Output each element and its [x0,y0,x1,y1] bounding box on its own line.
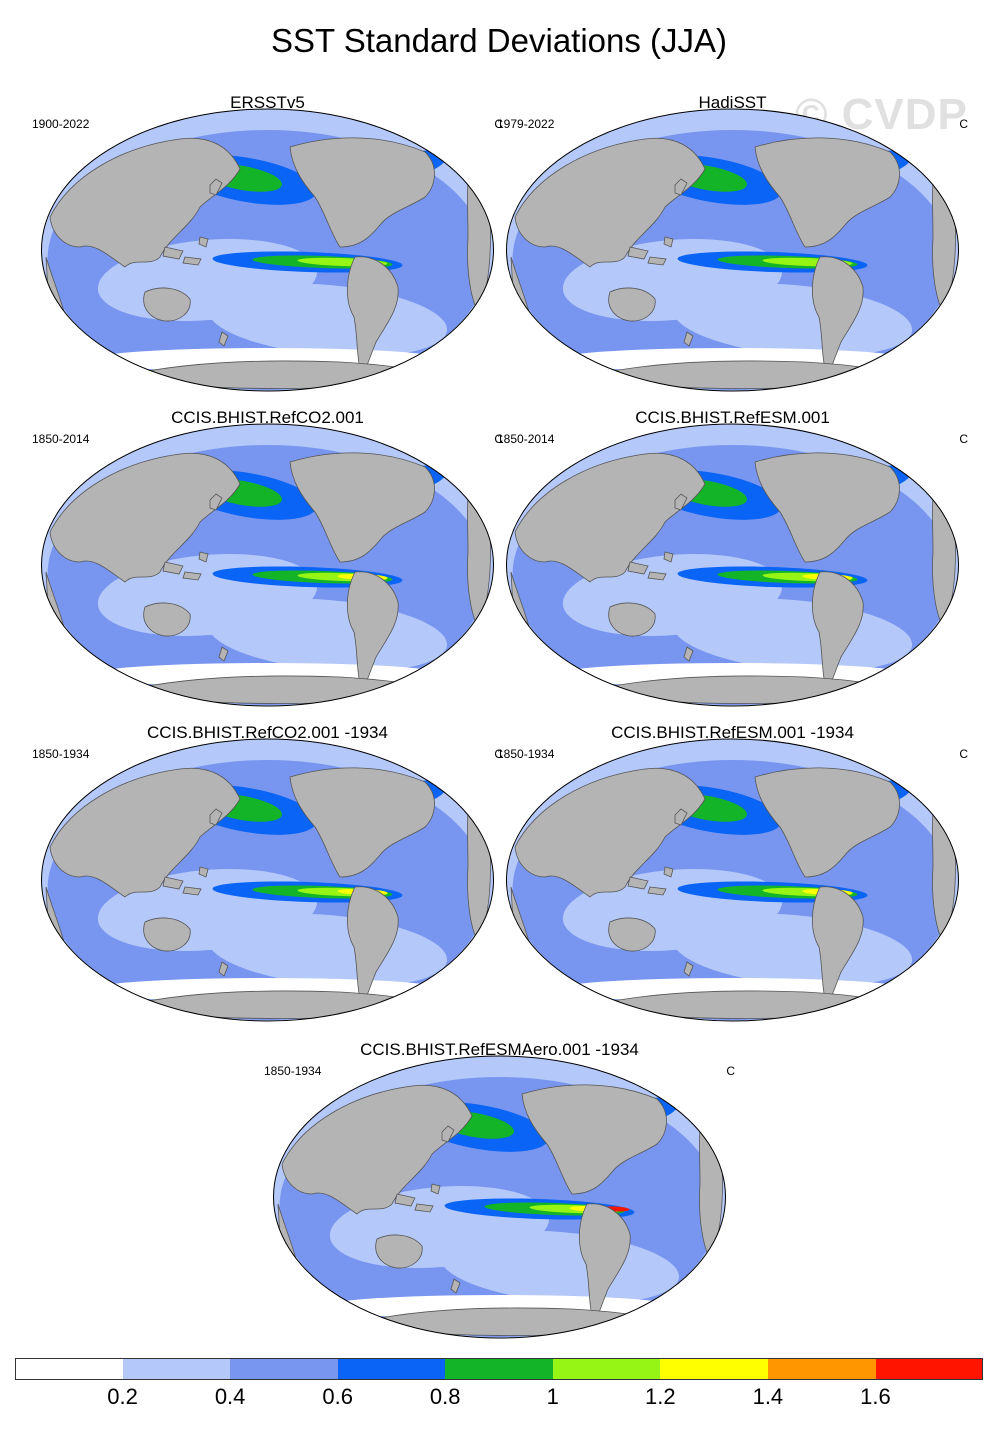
colorbar [15,1358,984,1380]
colorbar-cell [15,1358,123,1380]
colorbar-cell [122,1358,231,1380]
panel-title: CCIS.BHIST.RefCO2.001 [171,408,364,427]
figure-title: SST Standard Deviations (JJA) [270,22,728,59]
colorbar-tick-label: 0.4 [214,1384,246,1409]
panel-title: CCIS.BHIST.RefESM.001 -1934 [611,723,854,742]
panel-period: 1979-2022 [497,117,555,131]
panel-unit: C [726,1064,735,1078]
colorbar-tick-label: 1.2 [645,1384,676,1409]
sst-map [41,108,494,392]
panel-unit: C [959,747,968,761]
panel-period: 1850-1934 [264,1064,322,1078]
sst-map [273,1055,726,1339]
colorbar-cell [660,1358,768,1380]
panel-unit: C [494,432,503,446]
sst-map [506,423,959,707]
colorbar-cell [552,1358,661,1380]
colorbar-cell [337,1358,446,1380]
panel-title: CCIS.BHIST.RefESMAero.001 -1934 [360,1040,639,1059]
map-panel: CCIS.BHIST.RefESMAero.001 -1934 1850-193… [264,1040,735,1340]
colorbar-tick-label: 0.6 [322,1384,353,1409]
sst-map [41,423,494,707]
colorbar-tick-label: 1.6 [860,1384,891,1409]
map-panel: HadiSST 1979-2022 C [497,93,968,393]
panel-period: 1850-2014 [497,432,555,446]
panel-unit: C [494,747,503,761]
panel-unit: C [494,117,503,131]
colorbar-ticks: 0.2 0.4 0.6 0.8 1 1.2 1.4 1.6 [15,1384,983,1414]
panel-period: 1850-1934 [497,747,555,761]
map-panel: ERSSTv5 1900-2022 C [32,93,503,393]
sst-map [41,738,494,1022]
colorbar-tick-label: 1 [546,1384,559,1409]
sst-map [506,108,959,392]
colorbar-cell [445,1358,553,1380]
map-panel: CCIS.BHIST.RefCO2.001 -1934 1850-1934 C [32,723,503,1023]
panel-period: 1850-1934 [32,747,90,761]
map-panel: CCIS.BHIST.RefCO2.001 1850-2014 C [32,408,503,708]
colorbar-cell [767,1358,876,1380]
panel-unit: C [959,117,968,131]
panel-title: CCIS.BHIST.RefCO2.001 -1934 [147,723,388,742]
colorbar-cell [875,1358,984,1380]
colorbar-tick-label: 0.8 [429,1384,461,1409]
sst-map [506,738,959,1022]
panel-title: CCIS.BHIST.RefESM.001 [635,408,830,427]
colorbar-tick-label: 1.4 [752,1384,784,1409]
colorbar-cell [230,1358,338,1380]
panel-unit: C [959,432,968,446]
map-panel: CCIS.BHIST.RefESM.001 -1934 1850-1934 C [497,723,968,1023]
colorbar-tick-label: 0.2 [107,1384,138,1409]
panel-period: 1850-2014 [32,432,90,446]
map-panel: CCIS.BHIST.RefESM.001 1850-2014 C [497,408,968,708]
panel-period: 1900-2022 [32,117,90,131]
panel-title: ERSSTv5 [230,93,305,112]
panel-title: HadiSST [698,93,767,112]
